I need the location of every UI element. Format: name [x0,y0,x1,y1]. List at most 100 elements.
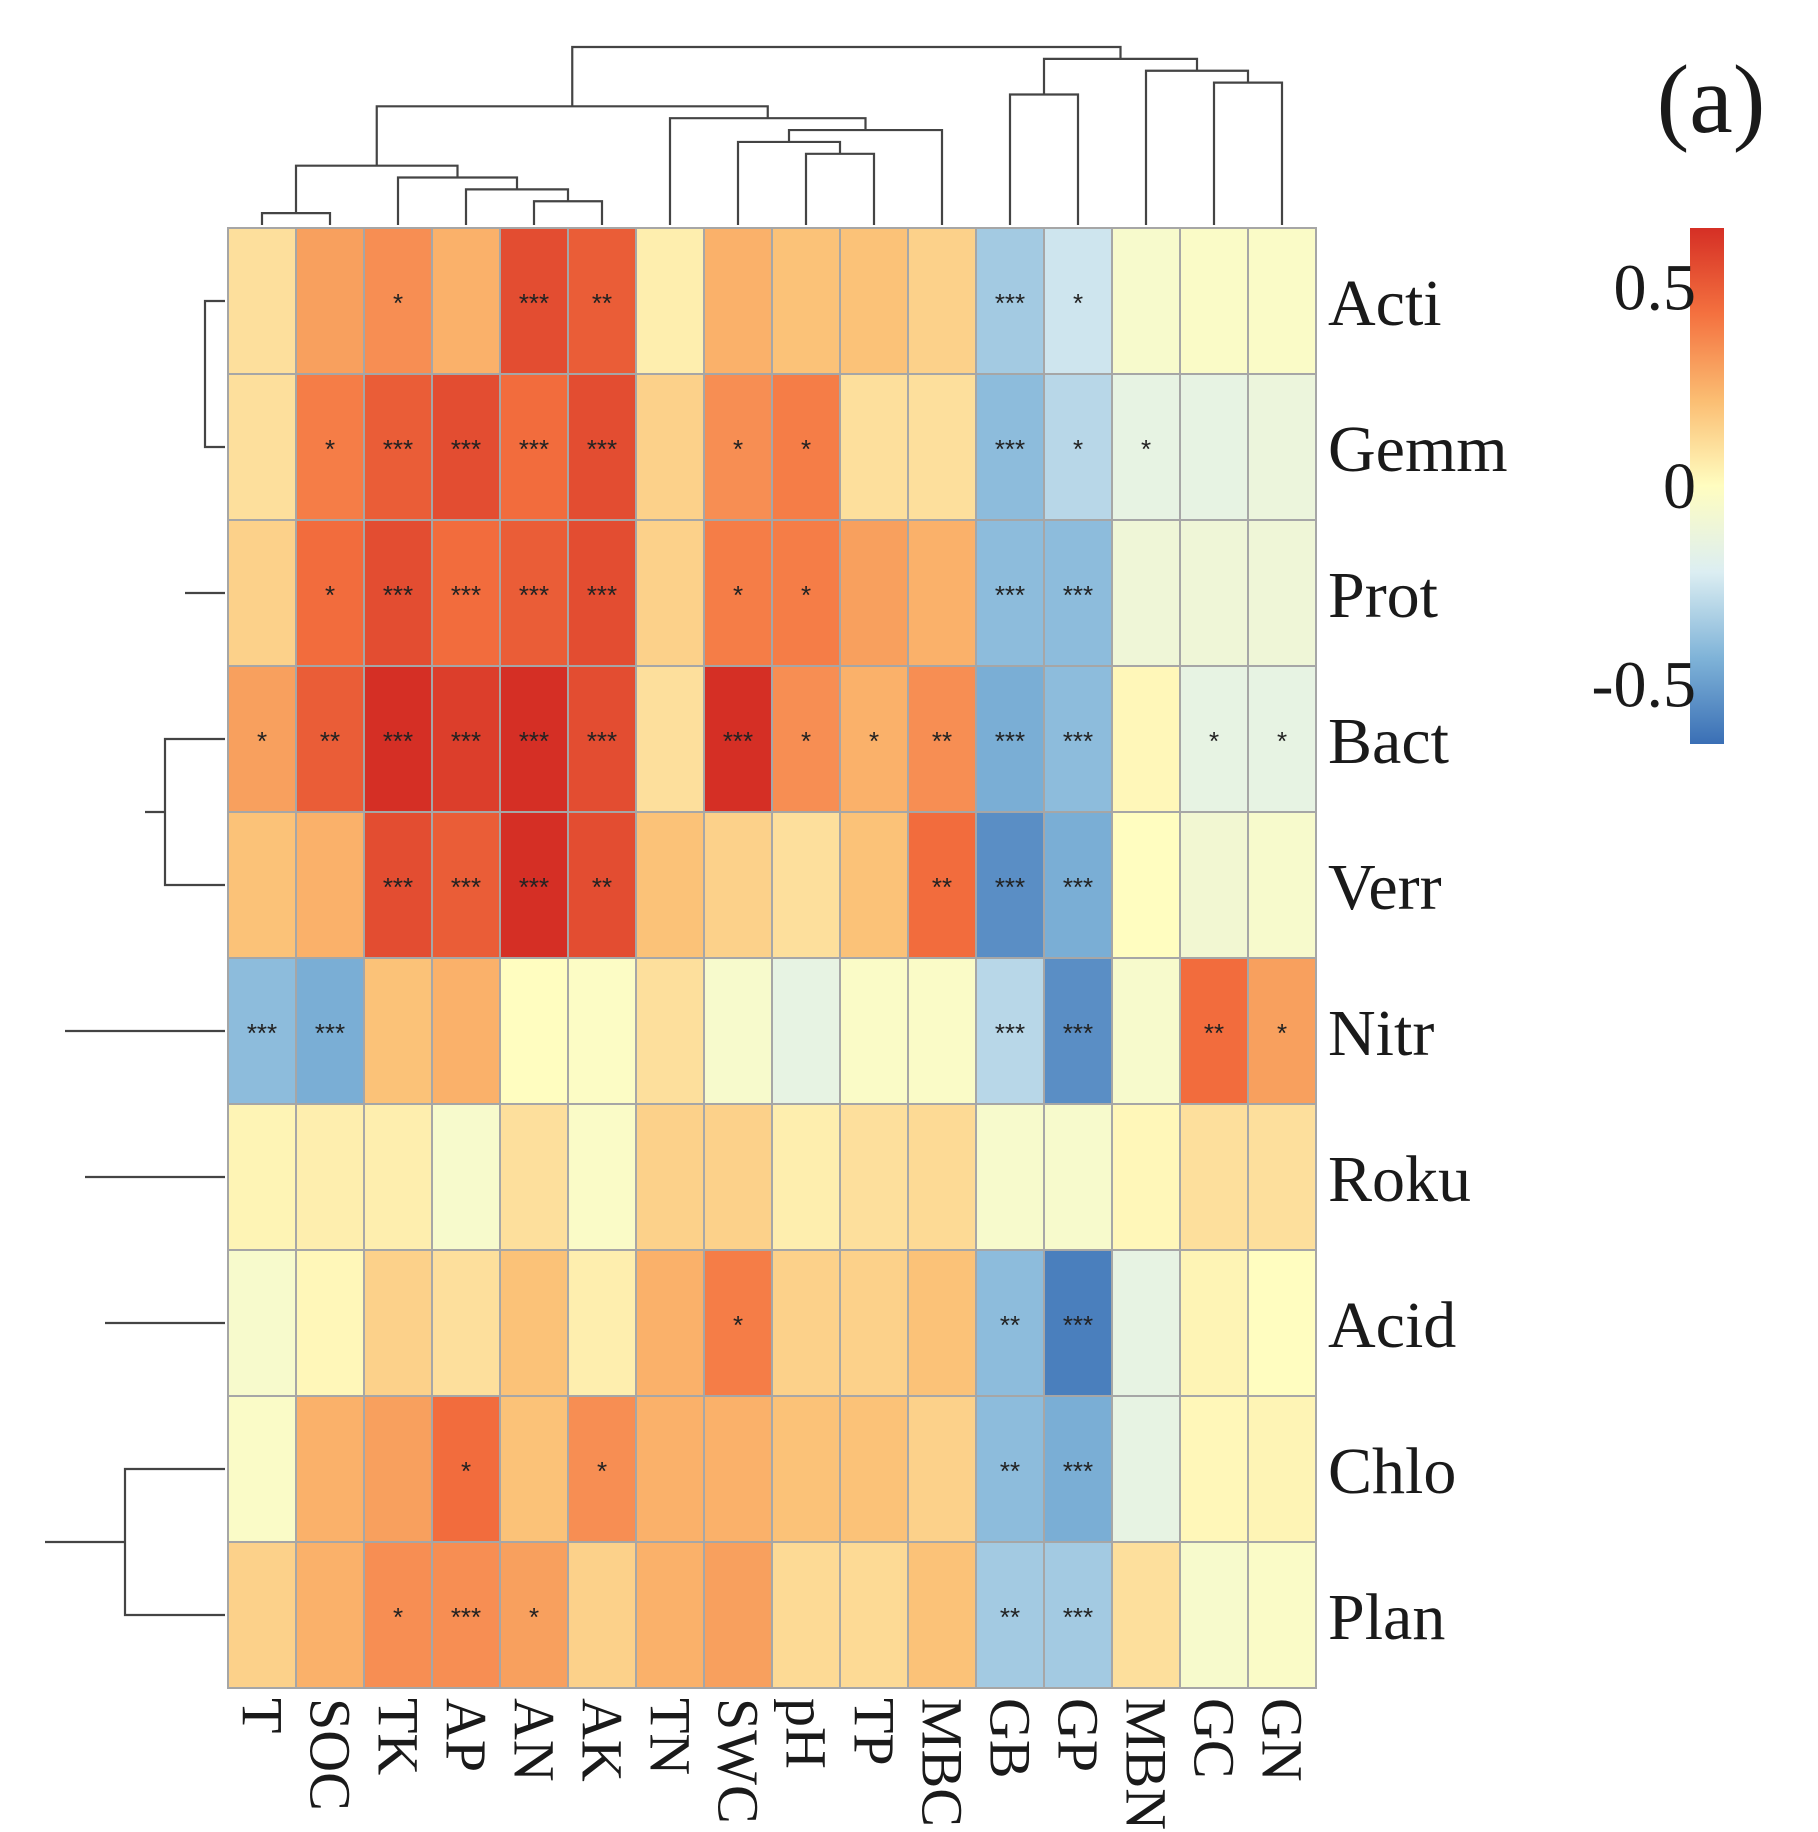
significance-mark: *** [451,580,481,610]
row-label-acti: Acti [1328,267,1442,340]
heatmap-cell-nitr-t [227,957,297,1105]
heatmap-cells [227,227,1317,1689]
significance-mark: * [461,1456,471,1486]
heatmap-cell-chlo-mbc [907,1395,977,1543]
heatmap-cell-nitr-an [499,957,569,1105]
significance-mark: *** [519,726,549,756]
column-label-tp: TP [842,1698,907,1766]
row-dendrogram-branch [123,1467,225,1617]
heatmap-cell-roku-mbn [1111,1103,1181,1251]
heatmap-cell-prot-mbc [907,519,977,667]
heatmap-cell-gemm-gb [975,373,1045,521]
significance-mark: * [1209,726,1219,756]
heatmap-cell-verr-gn [1247,811,1317,959]
heatmap-cell-nitr-gp [1043,957,1113,1105]
column-label-an: AN [502,1698,567,1782]
row-label-gemm: Gemm [1328,413,1508,486]
heatmap-cell-acti-mbc [907,227,977,375]
heatmap-cell-nitr-tp [839,957,909,1105]
heatmap-cell-plan-tp [839,1541,909,1689]
row-label-verr: Verr [1328,851,1442,924]
heatmap-cell-prot-an [499,519,569,667]
heatmap-cell-plan-mbc [907,1541,977,1689]
column-dendrogram-branch [1212,81,1284,225]
column-dendrogram-branch [396,176,519,225]
significance-mark: *** [383,434,413,464]
row-label-bact: Bact [1328,705,1449,778]
significance-mark: *** [451,872,481,902]
heatmap-cell-acti-ap [431,227,501,375]
significance-mark: * [257,726,267,756]
heatmap-cell-roku-gp [1043,1103,1113,1251]
column-dendrogram-branch [1144,69,1250,225]
heatmap-cell-acid-ap [431,1249,501,1397]
column-dendrogram-branch [375,105,769,166]
column-label-gc: GC [1182,1698,1247,1779]
row-dendrogram-branch [163,737,225,887]
heatmap-cell-nitr-swc [703,957,773,1105]
heatmap-cell-prot-gc [1179,519,1249,667]
heatmap-cell-acti-gp [1043,227,1113,375]
heatmap-cell-acid-ph [771,1249,841,1397]
heatmap-cell-prot-tn [635,519,705,667]
significance-mark: *** [1063,580,1093,610]
heatmap-cell-plan-ph [771,1541,841,1689]
heatmap-cell-chlo-ph [771,1395,841,1543]
significance-mark: *** [723,726,753,756]
heatmap-cell-nitr-ph [771,957,841,1105]
column-dendrogram-branch [464,188,570,225]
column-dendrogram [260,45,1284,225]
heatmap-cell-chlo-tp [839,1395,909,1543]
heatmap-cell-acid-swc [703,1249,773,1397]
heatmap-cell-plan-t [227,1541,297,1689]
heatmap-cell-chlo-soc [295,1395,365,1543]
significance-mark: * [393,1602,403,1632]
heatmap-cell-plan-an [499,1541,569,1689]
significance-mark: * [733,580,743,610]
heatmap-cell-bact-tp [839,665,909,813]
heatmap-cell-verr-gc [1179,811,1249,959]
heatmap-cell-roku-mbc [907,1103,977,1251]
column-label-ph: pH [774,1698,839,1769]
significance-mark: * [733,434,743,464]
significance-mark: ** [932,872,952,902]
significance-mark: *** [1063,1018,1093,1048]
column-label-mbc: MBC [910,1698,975,1827]
heatmap-cell-roku-swc [703,1103,773,1251]
significance-mark: *** [995,580,1025,610]
significance-mark: *** [995,434,1025,464]
significance-mark: *** [995,872,1025,902]
heatmap-cell-acid-mbc [907,1249,977,1397]
heatmap-cell-plan-soc [295,1541,365,1689]
column-label-tk: TK [366,1698,431,1775]
heatmap-cell-chlo-t [227,1395,297,1543]
heatmap-cell-bact-t [227,665,297,813]
heatmap-cell-verr-mbn [1111,811,1181,959]
row-label-chlo: Chlo [1328,1435,1456,1508]
heatmap-cell-verr-ph [771,811,841,959]
column-dendrogram-branch [804,152,876,225]
heatmap-cell-roku-an [499,1103,569,1251]
heatmap-cell-bact-tn [635,665,705,813]
heatmap-cell-gemm-gn [1247,373,1317,521]
significance-marks: * *** ** *** ** *** *** *** *** * * *** * ** *** *** ***… [247,288,1287,1632]
heatmap-cell-prot-ap [431,519,501,667]
column-dendrogram-branch [294,164,459,214]
heatmap-cell-bact-swc [703,665,773,813]
heatmap-cell-acti-gn [1247,227,1317,375]
significance-mark: * [1073,288,1083,318]
heatmap-cell-verr-ak [567,811,637,959]
significance-mark: *** [519,434,549,464]
heatmap-cell-acti-tn [635,227,705,375]
heatmap-cell-acti-tk [363,227,433,375]
heatmap-cell-nitr-mbn [1111,957,1181,1105]
significance-mark: *** [1063,1310,1093,1340]
significance-mark: *** [587,580,617,610]
heatmap-cell-gemm-t [227,373,297,521]
heatmap-cell-nitr-ap [431,957,501,1105]
significance-mark: *** [1063,872,1093,902]
heatmap-cell-acti-ak [567,227,637,375]
heatmap-cell-acti-ph [771,227,841,375]
heatmap-cell-roku-tp [839,1103,909,1251]
